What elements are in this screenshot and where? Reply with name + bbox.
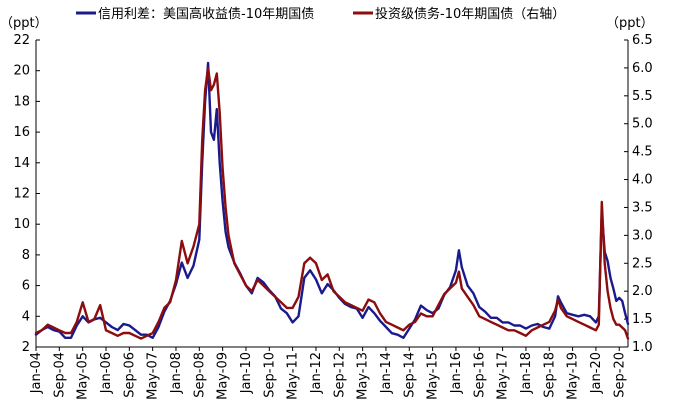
left-axis-tick-label: 10 <box>13 217 30 232</box>
series-line-investment-grade-spread <box>34 66 630 340</box>
right-axis-unit-label: （ppt） <box>606 16 654 31</box>
left-axis-tick-label: 20 <box>13 64 30 79</box>
x-axis-tick-label: Jan-14 <box>379 352 394 394</box>
x-axis-tick-label: Jan-18 <box>519 352 534 394</box>
right-axis-tick-label: 5.5 <box>632 89 653 104</box>
left-axis-tick-label: 8 <box>22 248 30 263</box>
right-axis-tick-label: 1.5 <box>632 312 653 327</box>
legend-label-investment-grade: 投资级债务-10年期国债（右轴） <box>375 6 565 22</box>
x-axis-tick-label: Sep-06 <box>122 352 137 398</box>
right-axis-tick-label: 6.5 <box>632 33 653 48</box>
x-axis-tick-label: Jan-12 <box>309 352 324 394</box>
right-axis-tick-label: 5.0 <box>632 117 653 132</box>
right-axis-tick-label: 3.0 <box>632 228 653 243</box>
right-axis-tick-label: 6.0 <box>632 61 653 76</box>
legend-label-high-yield: 信用利差：美国高收益债-10年期国债 <box>98 6 314 22</box>
x-axis-tick-label: May-05 <box>76 352 91 400</box>
chart-legend: 信用利差：美国高收益债-10年期国债 投资级债务-10年期国债（右轴） <box>76 6 565 22</box>
x-axis-tick-label: Jan-06 <box>99 352 114 394</box>
left-axis-unit-label: （ppt） <box>0 16 48 31</box>
x-axis-tick-label: Jan-08 <box>169 352 184 394</box>
left-axis-tick-label: 14 <box>13 156 30 171</box>
x-axis-tick-label: Sep-14 <box>402 352 417 398</box>
x-axis-tick-label: Sep-18 <box>542 352 557 398</box>
left-axis-tick-label: 12 <box>13 187 30 202</box>
x-axis-tick-label: Sep-08 <box>192 352 207 398</box>
x-axis-tick-label: Sep-12 <box>332 352 347 398</box>
x-axis-tick-label: May-11 <box>286 352 301 400</box>
right-axis-tick-label: 4.5 <box>632 145 653 160</box>
right-axis-tick-label: 2.0 <box>632 284 653 299</box>
x-axis-tick-label: Jan-10 <box>239 352 254 394</box>
x-axis-tick-label: May-13 <box>356 352 371 400</box>
x-axis-tick-label: Jan-20 <box>589 352 604 394</box>
x-axis-tick-label: May-07 <box>146 352 161 400</box>
left-axis-tick-label: 6 <box>22 279 30 294</box>
left-axis-tick-label: 16 <box>13 125 30 140</box>
right-axis-tick-label: 1.0 <box>632 340 653 355</box>
x-axis-tick-label: Sep-16 <box>472 352 487 398</box>
left-axis-tick-label: 22 <box>13 33 30 48</box>
x-axis-tick-label: Jan-04 <box>29 352 44 394</box>
x-axis-tick-label: May-09 <box>216 352 231 400</box>
left-axis-tick-label: 2 <box>22 340 30 355</box>
x-axis-tick-label: May-15 <box>426 352 441 400</box>
x-axis-tick-label: Jan-16 <box>449 352 464 394</box>
left-axis-tick-label: 18 <box>13 94 30 109</box>
x-axis-tick-label: Sep-20 <box>612 352 627 398</box>
right-axis-tick-label: 4.0 <box>632 173 653 188</box>
chart-series-layer <box>34 61 630 340</box>
chart-axes: 2 4 6 8 10 12 14 16 18 20 22 1.0 1.5 2.0 2.5 3.0 3.5 4.0 4… <box>13 33 652 400</box>
x-axis-tick-label: May-17 <box>496 352 511 400</box>
left-axis-tick-label: 4 <box>22 309 30 324</box>
x-axis-tick-label: May-19 <box>566 352 581 400</box>
series-line-high-yield-spread <box>34 61 630 339</box>
right-axis-tick-label: 2.5 <box>632 256 653 271</box>
x-axis-tick-label: Sep-04 <box>52 352 67 398</box>
right-axis-tick-label: 3.5 <box>632 200 653 215</box>
x-axis-tick-label: Sep-10 <box>262 352 277 398</box>
